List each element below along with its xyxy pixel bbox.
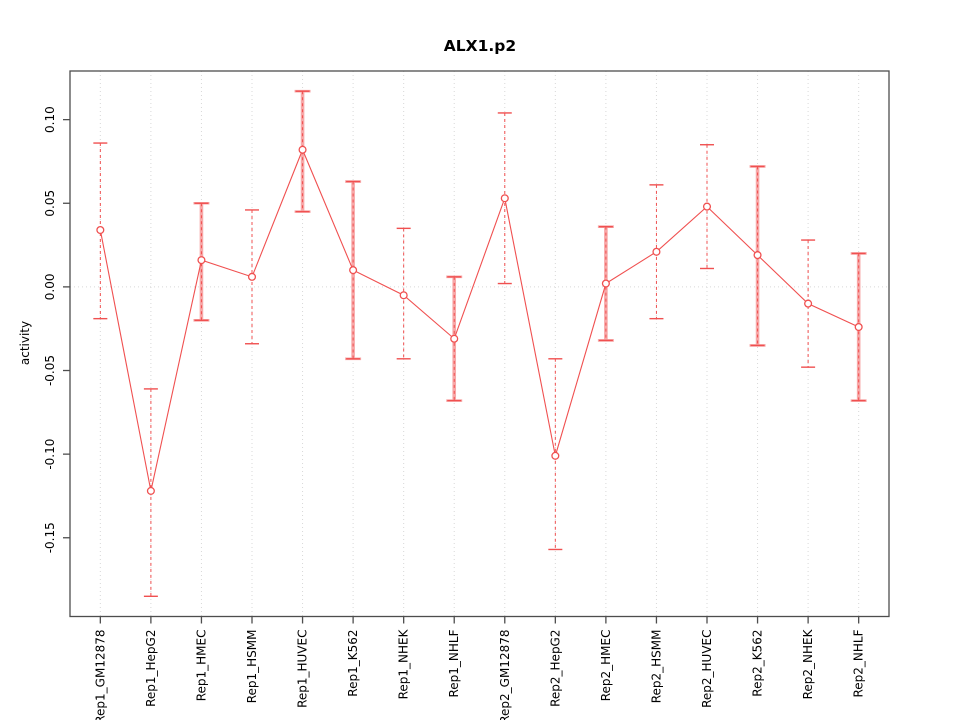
x-tick-label: Rep2_HepG2 [548,630,562,707]
y-tick-label: 0.00 [43,274,57,301]
data-point [399,291,408,300]
x-tick-label: Rep1_K562 [346,630,360,697]
data-point [96,225,105,235]
data-point [146,486,155,495]
data-point [804,299,813,308]
x-tick-label: Rep1_HMEC [194,630,208,702]
x-tick-label: Rep1_NHLF [447,629,461,697]
data-point [349,266,358,275]
data-point [298,145,307,154]
data-point [247,272,257,281]
y-tick-label: -0.10 [43,439,57,470]
plot-border [69,70,890,618]
x-tick-label: Rep2_NHEK [801,628,815,699]
data-point [854,322,863,332]
data-point [551,451,560,460]
series-line [99,148,859,492]
x-tick-label: Rep2_K562 [751,630,765,697]
x-tick-label: Rep2_GM12878 [498,630,512,720]
y-tick-label: -0.15 [43,522,57,553]
x-tick-label: Rep2_NHLF [852,629,866,697]
x-tick-label: Rep1_HSMM [245,630,259,704]
x-tick-label: Rep1_HUVEC [296,630,310,708]
x-tick-label: Rep1_GM12878 [93,630,107,720]
y-tick-label: -0.05 [43,355,57,386]
data-point [197,256,206,265]
chart-title: ALX1.p2 [443,37,517,55]
y-tick-label: 0.10 [43,106,57,133]
y-axis-label: activity [18,320,32,366]
x-tick-label: Rep2_HMEC [599,630,613,702]
x-tick-label: Rep2_HUVEC [700,630,714,708]
x-tick-label: Rep2_HSMM [649,630,663,704]
data-point [652,247,661,256]
x-tick-label: Rep1_HepG2 [144,630,158,707]
data-point [601,279,610,288]
x-tick-label: Rep1_NHEK [397,628,411,699]
data-point [500,194,509,203]
data-point [702,202,712,211]
data-point [450,334,459,343]
y-tick-label: 0.05 [43,190,57,217]
data-point [753,251,762,260]
